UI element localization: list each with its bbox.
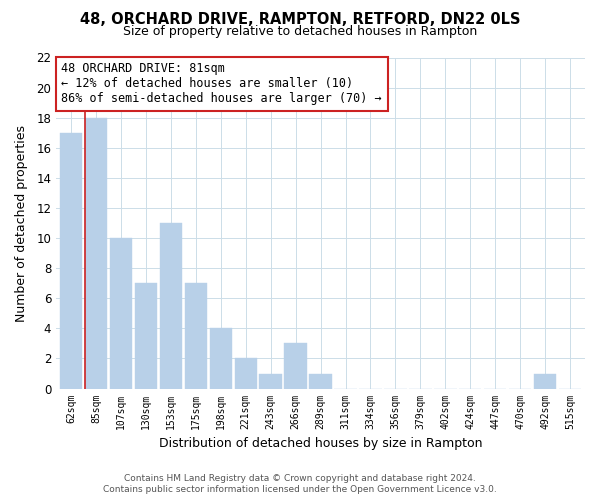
Bar (259, 374, 282, 388)
Text: 48, ORCHARD DRIVE, RAMPTON, RETFORD, DN22 0LS: 48, ORCHARD DRIVE, RAMPTON, RETFORD, DN2… (80, 12, 520, 28)
Text: 48 ORCHARD DRIVE: 81sqm
← 12% of detached houses are smaller (10)
86% of semi-de: 48 ORCHARD DRIVE: 81sqm ← 12% of detache… (61, 62, 382, 106)
Bar (284, 344, 307, 388)
Bar (110, 238, 132, 388)
Bar (209, 328, 232, 388)
Bar (310, 374, 332, 388)
Bar (160, 223, 182, 388)
Bar (85, 118, 107, 388)
Text: Contains HM Land Registry data © Crown copyright and database right 2024.
Contai: Contains HM Land Registry data © Crown c… (103, 474, 497, 494)
Bar (60, 132, 82, 388)
Text: Size of property relative to detached houses in Rampton: Size of property relative to detached ho… (123, 25, 477, 38)
Y-axis label: Number of detached properties: Number of detached properties (15, 124, 28, 322)
Bar (235, 358, 257, 388)
Bar (135, 283, 157, 389)
X-axis label: Distribution of detached houses by size in Rampton: Distribution of detached houses by size … (159, 437, 482, 450)
Bar (534, 374, 556, 388)
Bar (185, 283, 207, 389)
